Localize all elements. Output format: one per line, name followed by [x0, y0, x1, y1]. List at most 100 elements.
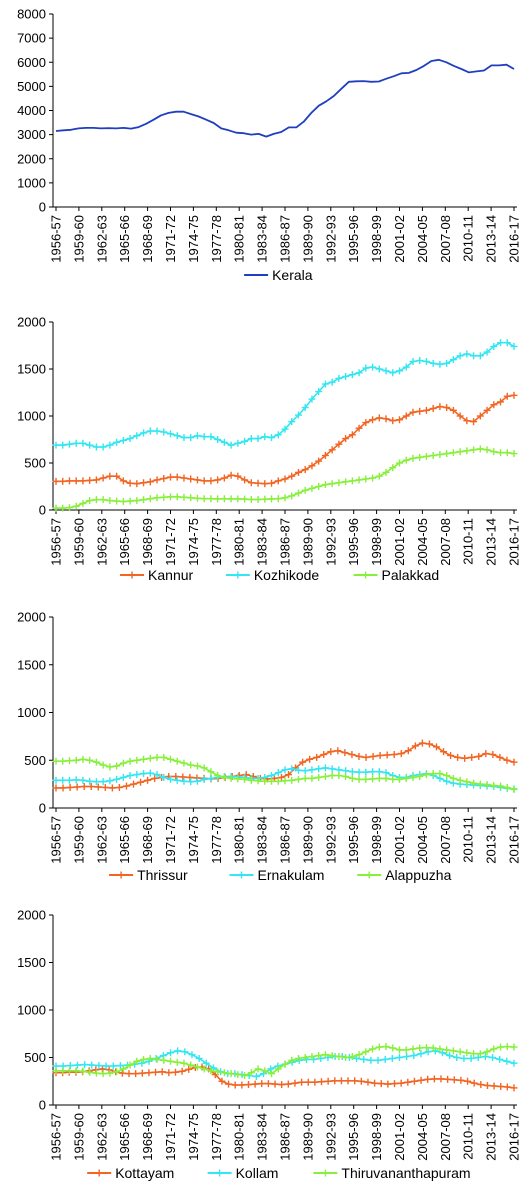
x-tick-label: 1959-60 [71, 215, 86, 263]
data-point [396, 775, 403, 783]
data-point [510, 450, 518, 458]
x-tick-label: 1968-69 [140, 1113, 155, 1161]
data-point [254, 1065, 262, 1073]
data-point [173, 473, 181, 481]
data-point [348, 431, 356, 439]
data-point [94, 783, 102, 791]
data-point [261, 777, 269, 785]
data-point [160, 493, 168, 501]
data-point [288, 1056, 296, 1064]
data-point [510, 1043, 518, 1051]
data-point [195, 1054, 203, 1062]
x-tick-label: 1968-69 [140, 518, 155, 566]
data-point [214, 495, 222, 503]
x-tick-label: 1977-78 [209, 816, 224, 864]
data-point [497, 782, 505, 790]
data-point [72, 477, 80, 485]
data-point [301, 404, 309, 412]
legend-item-kollam: Kollam [207, 1165, 278, 1181]
data-point [261, 1067, 269, 1075]
x-tick-label: 1971-72 [163, 1113, 178, 1161]
data-point [402, 774, 410, 782]
data-point [140, 479, 148, 487]
chart-3: 0 500 1000 1500 2000 1956-57 1959-60 1962-63 196… [17, 610, 521, 884]
data-point [483, 781, 491, 789]
y-tick-label: 8000 [17, 7, 46, 22]
legend-item-palakkad: Palakkad [353, 567, 439, 583]
data-point [200, 495, 208, 503]
data-point [126, 497, 134, 505]
x-tick-label: 1977-78 [209, 518, 224, 566]
legend: Thrissur Ernakulam Alappuzha [109, 867, 452, 883]
data-point [79, 1067, 87, 1075]
data-point [404, 1078, 412, 1086]
data-point [308, 484, 316, 492]
data-point [258, 1080, 266, 1088]
data-point [432, 743, 440, 751]
data-point [59, 776, 67, 784]
data-point [151, 774, 159, 782]
x-tick-label: 1956-57 [49, 518, 64, 566]
data-point [247, 1069, 255, 1077]
data-point [193, 777, 201, 785]
x-tick-label: 1959-60 [71, 518, 86, 566]
data-point [384, 1080, 392, 1088]
data-point [79, 499, 87, 507]
x-tick-label: 2001-02 [392, 518, 407, 566]
data-point [461, 754, 469, 762]
data-point [321, 764, 329, 772]
legend-item-ernakulam: Ernakulam [229, 867, 324, 883]
x-tick-label: 1992-93 [323, 1113, 338, 1161]
data-point [231, 1081, 239, 1089]
data-point [220, 495, 228, 503]
data-point [294, 489, 302, 497]
data-point [510, 1084, 518, 1092]
data-point [119, 1065, 127, 1073]
data-point [180, 434, 188, 442]
series-thiruvananthapuram [52, 1043, 518, 1080]
data-point [342, 478, 350, 486]
x-tick-label: 1962-63 [94, 518, 109, 566]
y-tick-label: 2000 [17, 610, 46, 625]
series-alappuzha [52, 753, 518, 793]
data-point [106, 763, 114, 771]
data-point [113, 1068, 121, 1076]
x-tick-label: 1995-96 [346, 816, 361, 864]
data-point [422, 452, 430, 460]
data-point [299, 758, 307, 766]
x-tick-label: 2010-11 [461, 518, 476, 565]
x-tick-label: 1965-66 [117, 1113, 132, 1161]
data-point [187, 778, 195, 786]
data-point [375, 774, 383, 782]
data-point [254, 777, 262, 785]
x-tick-label: 1992-93 [323, 816, 338, 864]
data-point [126, 1061, 134, 1069]
data-point [320, 751, 328, 759]
y-tick-label: 3000 [17, 127, 46, 142]
series-kozhikode [52, 339, 518, 451]
data-point [65, 757, 73, 765]
data-point [308, 395, 316, 403]
data-point [503, 449, 511, 457]
data-point [327, 748, 335, 756]
data-point [234, 439, 242, 447]
x-tick-label: 1962-63 [94, 1113, 109, 1161]
data-point [180, 493, 188, 501]
data-point [274, 769, 282, 777]
data-point [138, 1059, 146, 1067]
data-point [220, 773, 228, 781]
data-point [274, 777, 282, 785]
x-tick-label: 1956-57 [49, 1113, 64, 1161]
x-tick-label: 1995-96 [346, 215, 361, 263]
data-point [328, 772, 336, 780]
data-point [429, 404, 437, 412]
data-point [140, 429, 148, 437]
legend-label: Thrissur [137, 867, 188, 883]
data-point [409, 773, 417, 781]
data-point [422, 771, 430, 779]
data-point [281, 425, 289, 433]
data-point [52, 504, 60, 512]
data-point [268, 1070, 276, 1078]
y-tick-label: 1000 [17, 409, 46, 424]
data-point [364, 1078, 372, 1086]
